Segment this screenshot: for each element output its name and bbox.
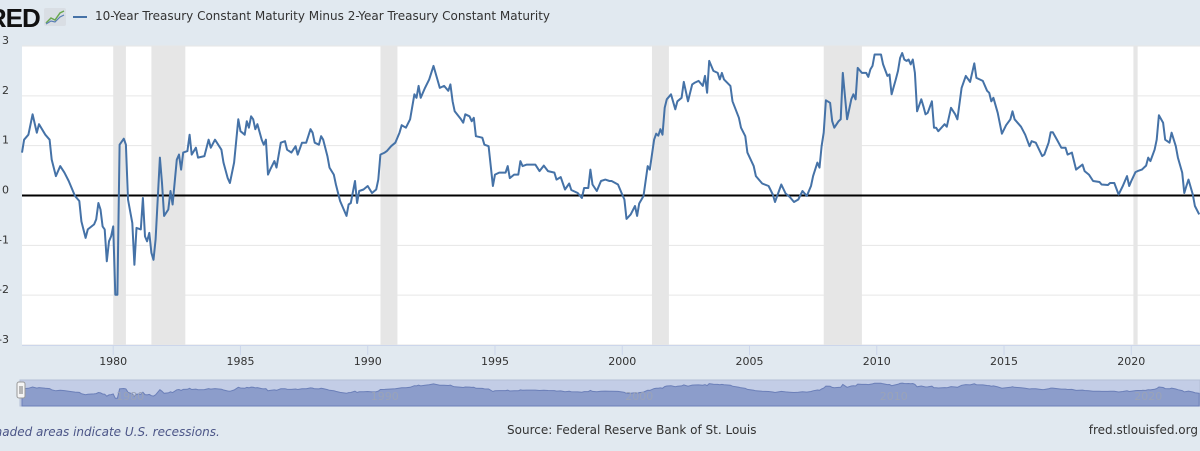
y-tick-label: -1: [0, 233, 9, 246]
x-tick-label: 2020: [1117, 355, 1145, 368]
navigator-year-label: 1980: [116, 390, 144, 403]
y-tick-label: 3: [2, 34, 9, 47]
y-axis: 3 2 1 0 -1 -2 -3: [0, 34, 9, 346]
navigator-handle-left[interactable]: [16, 381, 26, 399]
x-tick-label: 2005: [736, 355, 764, 368]
x-tick-label: 1990: [354, 355, 382, 368]
legend-series-title[interactable]: 10-Year Treasury Constant Maturity Minus…: [95, 9, 551, 23]
fred-url-link[interactable]: fred.stlouisfed.org: [1088, 423, 1198, 437]
x-tick-label: 2000: [608, 355, 636, 368]
x-tick-label: 2015: [990, 355, 1018, 368]
legend-swatch: [73, 16, 87, 18]
x-tick-label: 1985: [226, 355, 254, 368]
fred-logo[interactable]: FRED: [0, 3, 41, 33]
x-tick-label: 2010: [863, 355, 891, 368]
navigator-labels: 1980 1990 2000 2010 2020: [116, 390, 1162, 403]
navigator-year-label: 2020: [1134, 390, 1162, 403]
navigator-area: [21, 382, 1200, 407]
x-axis: 1980 1985 1990 1995 2000 2005 2010 2015 2020: [99, 345, 1145, 368]
navigator-year-label: 1990: [371, 390, 399, 403]
y-tick-label: 2: [2, 84, 9, 97]
recession-note: Shaded areas indicate U.S. recessions.: [0, 425, 220, 439]
navigator-year-label: 2010: [880, 390, 908, 403]
navigator-year-label: 2000: [625, 390, 653, 403]
chart-header: FRED 10-Year Treasury Constant Maturity …: [0, 0, 1200, 36]
source-text: Source: Federal Reserve Bank of St. Loui…: [507, 423, 757, 437]
x-tick-label: 1995: [481, 355, 509, 368]
x-tick-label: 1980: [99, 355, 127, 368]
y-tick-label: -2: [0, 283, 9, 296]
series-line: [21, 52, 1200, 296]
y-tick-label: -3: [0, 333, 9, 346]
y-tick-label: 1: [2, 134, 9, 147]
navigator[interactable]: 1980 1990 2000 2010 2020: [16, 379, 1200, 407]
y-tick-label: 0: [2, 184, 9, 197]
graph-logo-icon: [44, 8, 66, 26]
